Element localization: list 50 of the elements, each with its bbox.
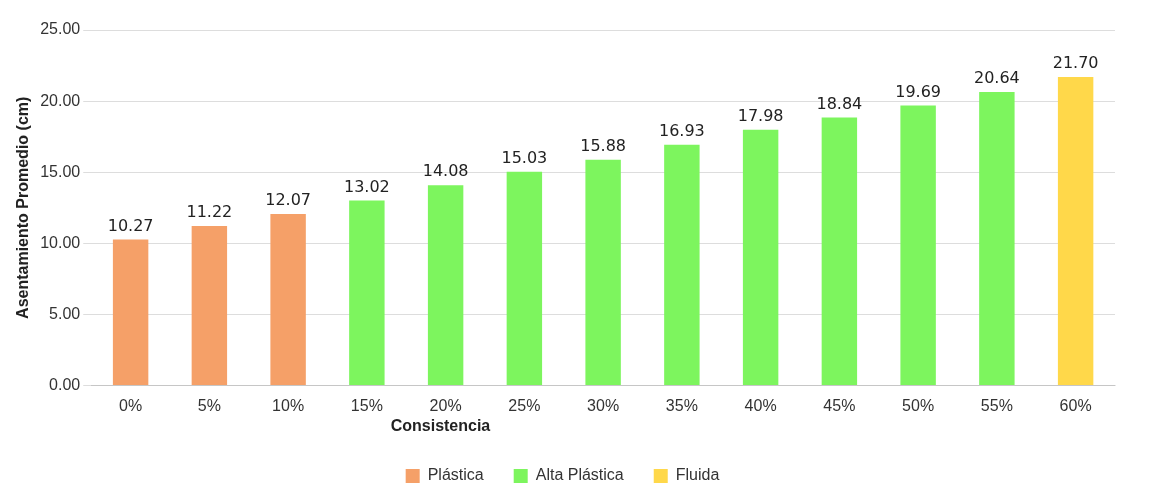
data-label: 18.84	[816, 93, 863, 113]
x-tick-label: 30%	[587, 396, 620, 414]
data-label: 10.27	[107, 215, 154, 235]
x-tick-label: 5%	[197, 396, 221, 414]
x-tick-label: 40%	[744, 396, 777, 414]
data-label: 15.03	[501, 147, 548, 167]
x-tick-label: 25%	[508, 396, 541, 414]
data-label: 19.69	[895, 81, 942, 101]
bar	[664, 144, 700, 386]
x-tick-label: 50%	[902, 396, 935, 414]
data-label: 15.88	[580, 135, 627, 155]
bar	[349, 200, 385, 386]
y-tick-label: 5.00	[49, 304, 81, 322]
bar	[742, 129, 779, 386]
bar	[427, 185, 464, 386]
y-axis-title: Asentamiento Promedio (cm)	[14, 96, 32, 319]
bar	[585, 159, 621, 386]
data-label: 17.98	[737, 106, 784, 126]
legend-title: Consistencia	[390, 417, 491, 435]
x-tick-label: 45%	[823, 396, 856, 414]
data-label: 13.02	[343, 176, 390, 196]
y-tick-label: 25.00	[40, 20, 81, 38]
bar	[506, 171, 543, 386]
y-tick-label: 0.00	[49, 376, 81, 394]
bar	[112, 239, 149, 386]
bar	[270, 213, 306, 386]
data-label: 16.93	[658, 120, 705, 140]
y-tick-label: 15.00	[40, 162, 81, 180]
x-tick-label: 0%	[119, 396, 143, 414]
x-tick-label: 35%	[665, 396, 698, 414]
y-tick-label: 20.00	[40, 91, 81, 109]
y-tick-label: 10.00	[40, 233, 81, 251]
bar	[191, 226, 228, 386]
data-label: 11.22	[186, 202, 233, 222]
data-label: 14.08	[422, 161, 469, 181]
x-tick-label: 55%	[980, 396, 1013, 414]
x-tick-label: 10%	[272, 396, 305, 414]
data-label: 20.64	[973, 68, 1020, 88]
bar	[979, 92, 1015, 386]
bar	[821, 117, 858, 386]
legend-label: Fluida	[675, 466, 720, 484]
bar	[900, 105, 936, 386]
legend-label: Alta Plástica	[535, 466, 624, 484]
bar	[1057, 76, 1094, 386]
x-tick-label: 15%	[350, 396, 383, 414]
x-tick-label: 20%	[429, 396, 462, 414]
x-tick-label: 60%	[1059, 396, 1092, 414]
data-label: 12.07	[265, 190, 312, 210]
legend-label: Plástica	[427, 466, 484, 484]
data-label: 21.70	[1052, 53, 1099, 73]
